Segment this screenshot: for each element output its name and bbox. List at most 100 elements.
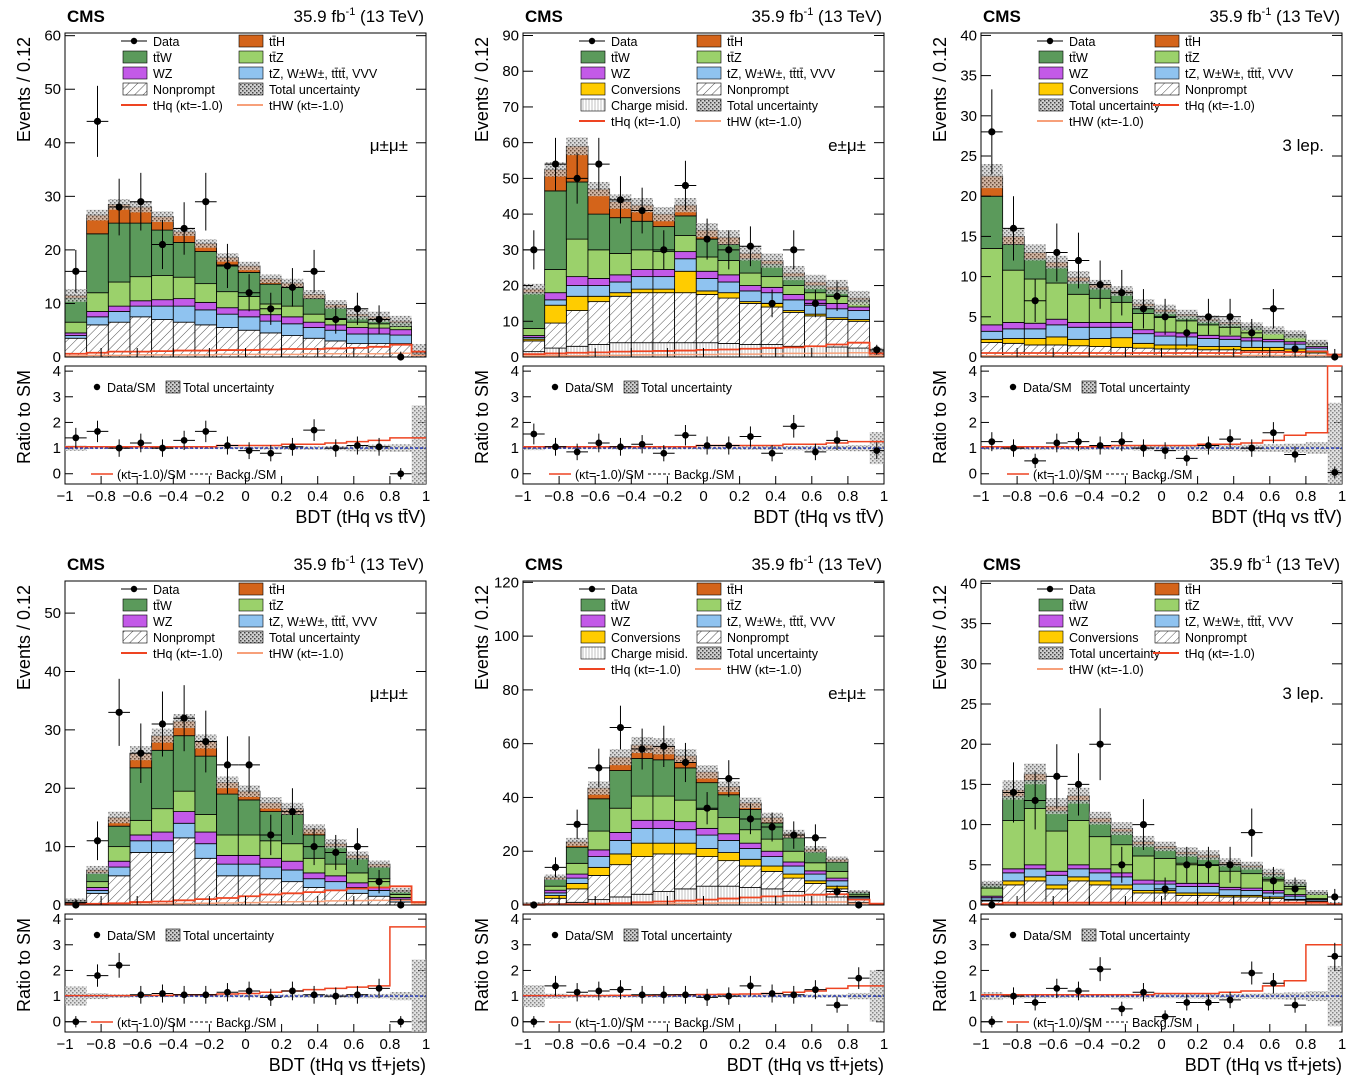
ratio-data-point: [1205, 442, 1212, 449]
unc-band: [761, 253, 783, 268]
ytick-label-ratio: 0: [53, 1014, 61, 1031]
data-point: [1226, 861, 1234, 869]
ratio-panel: Data/SM Total uncertainty (κt=-1.0)/SM Back…: [523, 380, 884, 482]
bar-rares: [172, 822, 196, 839]
ytick-label-main: 15: [960, 228, 977, 245]
legend-nonprompt-swatch: [1154, 630, 1180, 644]
bar-nonprompt: [237, 875, 261, 906]
ratio-legend-unc-swatch: [1081, 928, 1097, 942]
bar-nonprompt: [544, 897, 567, 905]
data-point: [375, 315, 383, 324]
bar-rares: [565, 877, 589, 884]
legend-WZ-swatch: [1038, 614, 1064, 628]
bar-ttZ: [980, 248, 1004, 326]
ratio-data-point: [1331, 952, 1339, 960]
ytick-label-main: 5: [969, 309, 977, 326]
legend-ttZ-swatch: [696, 50, 722, 64]
legend-chmisid-swatch: [580, 98, 606, 112]
data-point: [1331, 893, 1339, 901]
ratio-data-point: [202, 991, 210, 999]
bar-nonprompt: [216, 327, 239, 358]
unc-band: [587, 781, 610, 795]
ytick-label-main: 120: [494, 574, 519, 591]
bar-ttZ: [544, 885, 567, 891]
legend-conv-swatch: [1038, 630, 1064, 644]
legend-label-data: Data: [611, 583, 637, 597]
ytick-label-main: 20: [960, 188, 977, 205]
legend-label-ttZ: tt̄Z: [727, 51, 742, 65]
data-point: [180, 224, 188, 233]
unc-band: [259, 797, 282, 809]
unc-band: [86, 865, 109, 875]
bar-rares: [652, 276, 676, 290]
ratio-legend-signal: (κt=-1.0)/SM: [117, 1016, 186, 1030]
ratio-data-point: [682, 431, 689, 439]
ratio-data-point: [573, 988, 581, 996]
ratio-legend-unc: Total uncertainty: [641, 381, 733, 395]
ratio-data-point: [768, 990, 776, 997]
ratio-data-point: [812, 986, 819, 994]
bar-nonprompt: [825, 319, 849, 348]
data-point: [288, 283, 297, 291]
bar-rares: [609, 840, 632, 855]
bar-conv: [1110, 884, 1134, 890]
ratio-unc-band: [1089, 994, 1111, 998]
bar-WZ: [129, 300, 153, 307]
xtick-label: 0.6: [343, 488, 364, 505]
ratio-legend-data: Data/SM: [107, 929, 156, 943]
channel-label: μ±μ±: [370, 136, 408, 155]
ytick-label-main: 0: [53, 897, 61, 914]
legend-rares-swatch: [238, 614, 264, 628]
legend-ttW-swatch: [580, 50, 606, 64]
bar-nonprompt: [565, 310, 589, 347]
bar-chmisid: [695, 885, 719, 906]
bar-nonprompt: [346, 343, 369, 358]
ratio-data-point: [1226, 435, 1234, 443]
bar-nonprompt: [674, 292, 697, 344]
ratio-data-point: [1096, 442, 1104, 449]
bar-ttZ: [522, 328, 546, 336]
bar-ttZ: [194, 814, 218, 833]
bar-ttZ: [389, 894, 412, 898]
bar-ttZ: [1045, 830, 1069, 872]
xtick-label: −0.2: [653, 488, 683, 505]
legend-conv-swatch: [580, 82, 606, 96]
lumi-label: 35.9 fb-1 (13 TeV): [1210, 6, 1340, 26]
bar-ttZ: [107, 846, 131, 862]
data-point: [1074, 256, 1083, 265]
data-point: [1009, 788, 1018, 797]
ratio-data-point: [267, 449, 275, 457]
xtick-label: 0.8: [837, 1036, 858, 1053]
bar-ttZ: [825, 870, 849, 879]
bar-ttZ: [172, 276, 196, 300]
bar-nonprompt: [1067, 880, 1090, 906]
legend-WZ-swatch: [1038, 66, 1064, 80]
data-point: [573, 820, 581, 828]
bar-rares: [1088, 326, 1112, 339]
ylabel-main: Events / 0.12: [14, 585, 34, 690]
bar-ttZ: [630, 795, 654, 821]
legend: Data tt̄H tt̄W tt̄Z WZ tZ, W±W±, tt̄tt̄, VVV C…: [579, 34, 836, 129]
bar-WZ: [1197, 334, 1220, 339]
ratio-data-point: [1010, 444, 1017, 452]
bar-rares: [760, 856, 784, 867]
bar-rares: [1240, 890, 1263, 896]
ytick-label-main: 40: [502, 206, 519, 223]
bar-ttZ: [281, 305, 304, 318]
bar-ttW: [107, 825, 131, 848]
legend-ttZ-swatch: [1154, 50, 1180, 64]
ytick-label-main: 10: [960, 817, 977, 834]
bar-ttZ: [609, 253, 632, 276]
bar-ttW: [151, 749, 174, 810]
bar-WZ: [1067, 864, 1090, 870]
bar-rares: [86, 890, 109, 894]
ytick-label-ratio: 1: [511, 988, 519, 1005]
ratio-data-point: [1226, 996, 1234, 1004]
unc-band: [696, 765, 718, 779]
ylabel-ratio: Ratio to SM: [14, 370, 34, 464]
xtick-label: 1: [422, 1036, 430, 1053]
data-point: [1291, 885, 1299, 893]
data-point: [681, 758, 690, 767]
xtick-label: 0.4: [1223, 1036, 1244, 1053]
bar-rares: [389, 334, 412, 345]
